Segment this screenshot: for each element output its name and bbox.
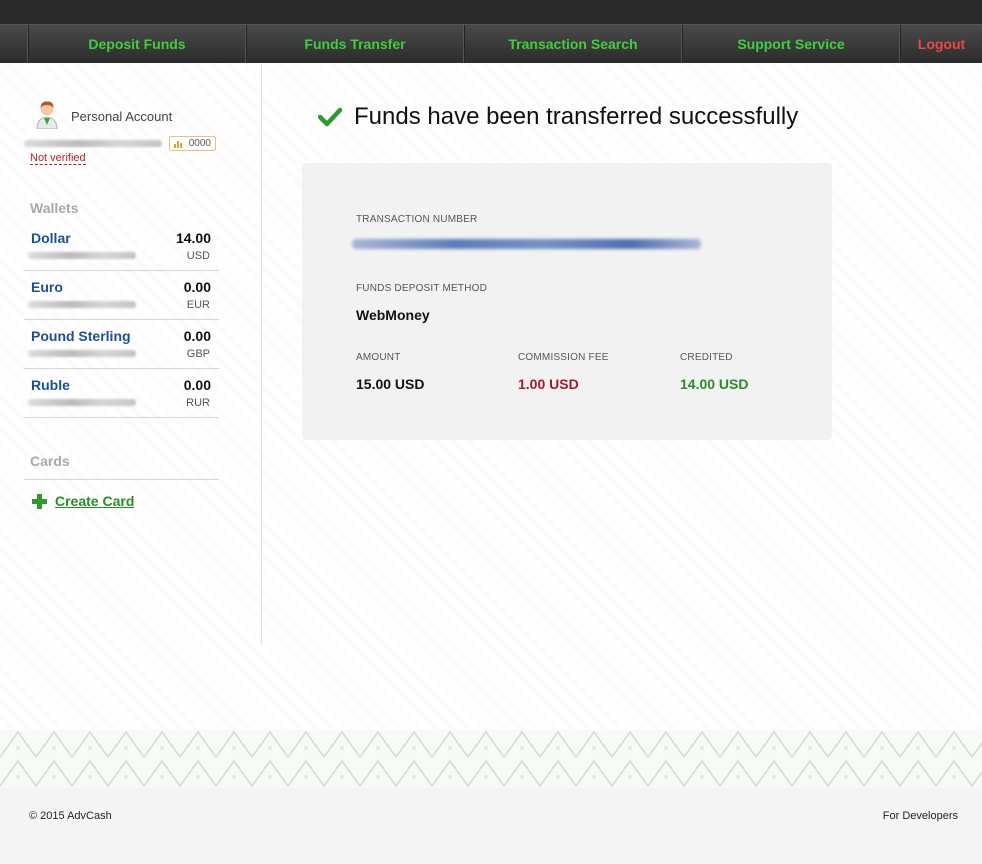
commission-fee-value: 1.00 USD xyxy=(518,376,579,392)
cards-divider xyxy=(24,479,219,480)
cards-heading: Cards xyxy=(30,453,70,469)
logout-button[interactable]: Logout xyxy=(900,25,982,63)
wallets-heading: Wallets xyxy=(30,200,79,216)
credited-value: 14.00 USD xyxy=(680,376,749,392)
nav-deposit-funds[interactable]: Deposit Funds xyxy=(28,25,246,63)
wallet-name: Ruble xyxy=(31,377,70,393)
amount-value: 15.00 USD xyxy=(356,376,425,392)
wallet-gbp[interactable]: Pound Sterling 0.00 GBP xyxy=(24,320,219,369)
amount-label: AMOUNT xyxy=(356,352,401,363)
sidebar: Personal Account 0000 Not verified Walle… xyxy=(24,63,262,645)
nav-spacer xyxy=(0,25,28,63)
wallet-rur[interactable]: Ruble 0.00 RUR xyxy=(24,369,219,418)
success-message: Funds have been transferred successfully xyxy=(354,103,799,130)
wallet-id-redacted xyxy=(28,399,136,406)
checkmark-icon xyxy=(318,107,342,127)
user-avatar-icon xyxy=(36,101,58,129)
nav-transaction-search[interactable]: Transaction Search xyxy=(464,25,682,63)
nav-support-service[interactable]: Support Service xyxy=(682,25,900,63)
wallet-currency: GBP xyxy=(186,348,210,360)
success-heading: Funds have been transferred successfully xyxy=(318,103,798,131)
rating-value: 0000 xyxy=(188,138,211,149)
commission-fee-label: COMMISSION FEE xyxy=(518,352,609,363)
main-nav: Deposit Funds Funds Transfer Transaction… xyxy=(0,24,982,63)
wallet-amount: 0.00 xyxy=(183,328,211,344)
wallet-id-redacted xyxy=(28,350,136,357)
footer-decorative-pattern xyxy=(0,730,982,788)
wallet-name: Pound Sterling xyxy=(31,328,131,344)
plus-icon xyxy=(32,493,47,509)
deposit-method-value: WebMoney xyxy=(356,307,430,323)
wallet-list: Dollar 14.00 USD Euro 0.00 EUR Pound Ste… xyxy=(24,222,219,418)
nav-funds-transfer[interactable]: Funds Transfer xyxy=(246,25,464,63)
wallet-currency: EUR xyxy=(186,299,210,311)
deposit-method-label: FUNDS DEPOSIT METHOD xyxy=(356,283,488,294)
wallet-id-redacted xyxy=(28,301,136,308)
wallet-name: Euro xyxy=(31,279,63,295)
triangle-pattern-graphic xyxy=(0,730,982,788)
wallet-currency: RUR xyxy=(186,397,210,409)
footer: © 2015 AdvCash For Developers xyxy=(0,788,982,864)
wallet-id-redacted xyxy=(28,252,136,259)
wallet-eur[interactable]: Euro 0.00 EUR xyxy=(24,271,219,320)
wallet-name: Dollar xyxy=(31,230,71,246)
for-developers-link[interactable]: For Developers xyxy=(882,810,958,822)
bar-chart-icon xyxy=(174,141,182,148)
account-block: Personal Account 0000 Not verified xyxy=(24,95,224,175)
top-bar xyxy=(0,0,982,24)
wallet-currency: USD xyxy=(186,250,210,262)
wallet-amount: 0.00 xyxy=(183,377,211,393)
copyright-text: © 2015 AdvCash xyxy=(29,810,112,822)
transaction-details-panel: TRANSACTION NUMBER FUNDS DEPOSIT METHOD … xyxy=(302,163,832,440)
account-id-redacted xyxy=(24,140,162,147)
verification-status-link[interactable]: Not verified xyxy=(30,152,86,165)
wallet-amount: 14.00 xyxy=(175,230,211,246)
create-card-label: Create Card xyxy=(55,493,135,509)
wallet-usd[interactable]: Dollar 14.00 USD xyxy=(24,222,219,271)
transaction-number-redacted xyxy=(352,239,701,249)
rating-badge[interactable]: 0000 xyxy=(169,136,216,151)
credited-label: CREDITED xyxy=(680,352,733,363)
transaction-number-label: TRANSACTION NUMBER xyxy=(356,214,478,225)
account-type-label: Personal Account xyxy=(71,109,173,124)
main-area: Personal Account 0000 Not verified Walle… xyxy=(0,63,982,730)
wallet-amount: 0.00 xyxy=(183,279,211,295)
create-card-link[interactable]: Create Card xyxy=(32,493,134,509)
